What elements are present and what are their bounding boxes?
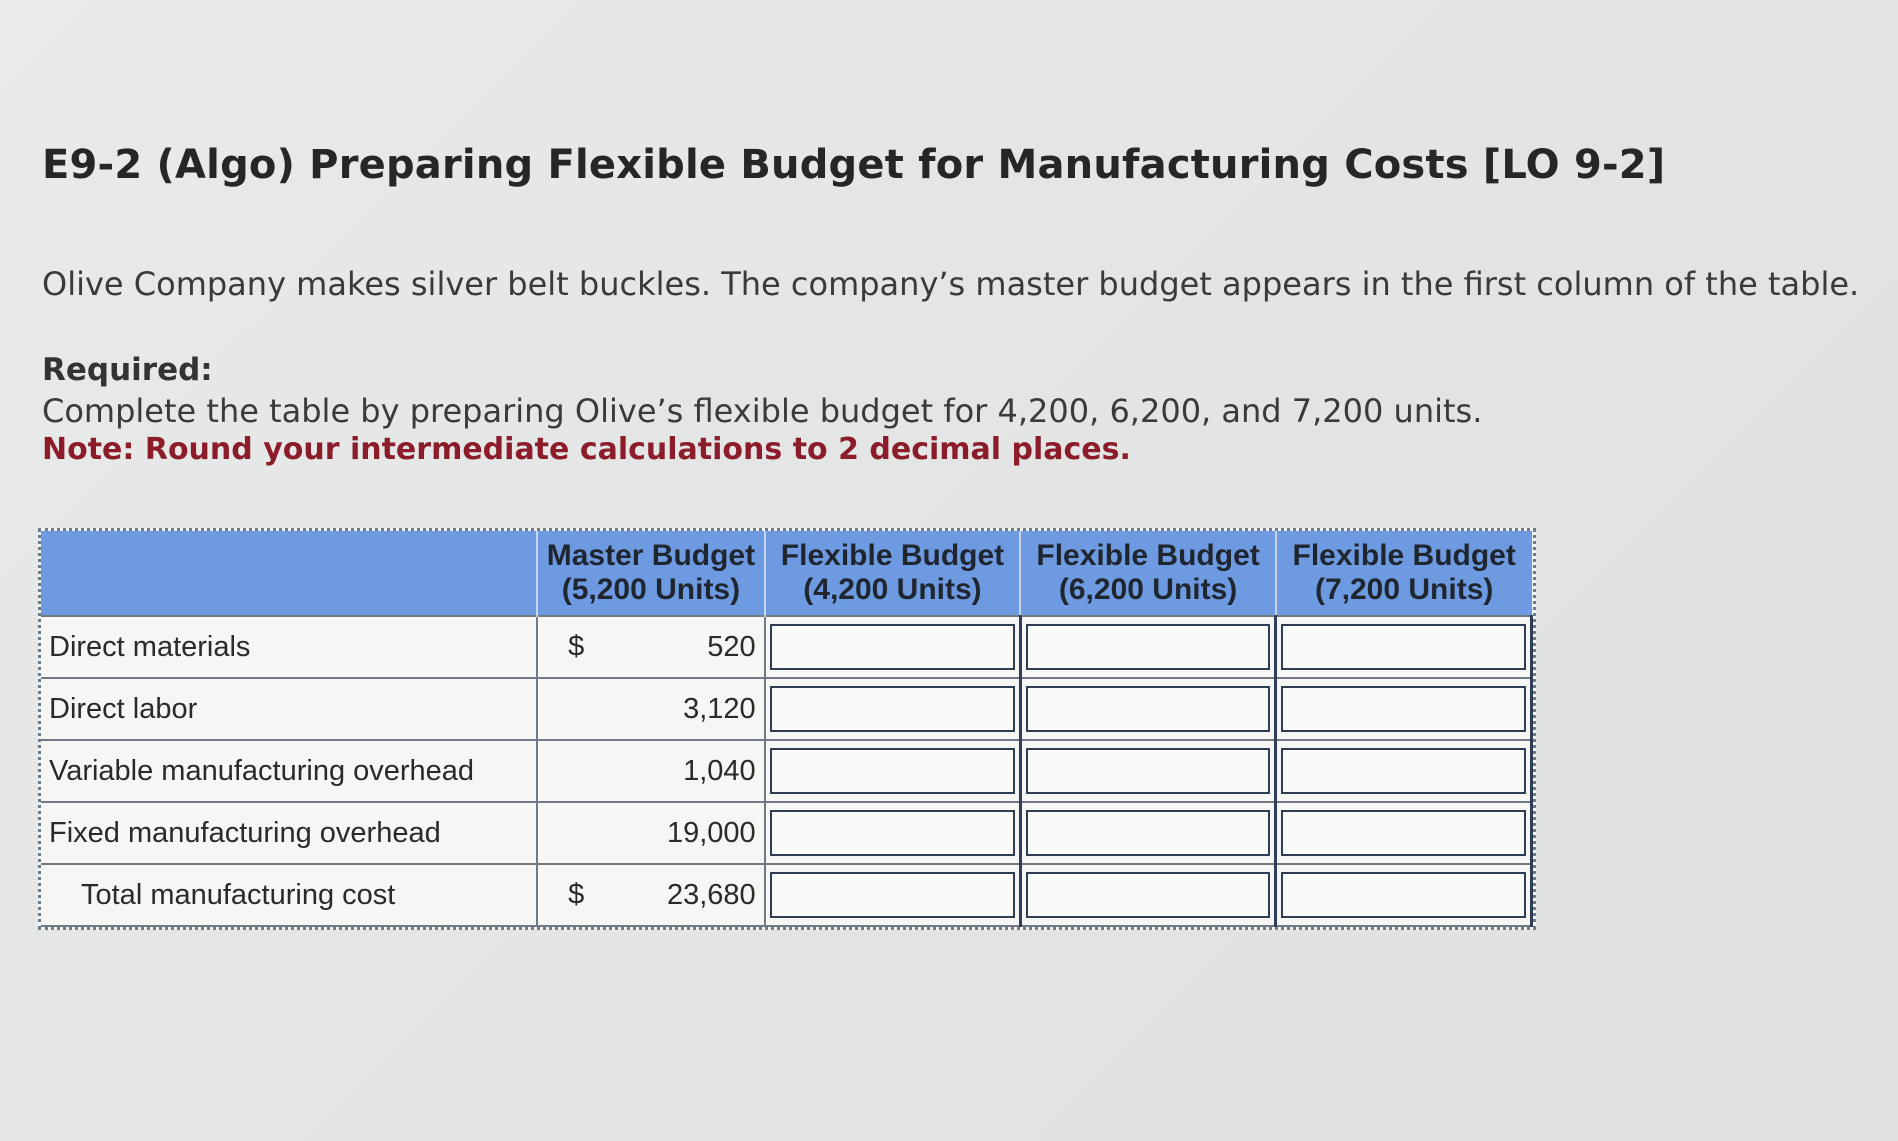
- input-cell: [764, 615, 1022, 678]
- header-line2: (4,200 Units): [803, 573, 982, 606]
- input-cell: [764, 863, 1022, 927]
- input-cell: [764, 801, 1022, 864]
- flex-7200-fixed-overhead-input[interactable]: [1281, 810, 1526, 856]
- header-line2: (7,200 Units): [1314, 573, 1494, 606]
- flex-6200-variable-overhead-input[interactable]: [1025, 748, 1271, 794]
- header-line1: Flexible Budget: [780, 539, 1005, 572]
- flex-4200-fixed-overhead-input[interactable]: [769, 810, 1015, 856]
- table-header-row: Master Budget (5,200 Units) Flexible Bud…: [41, 531, 1532, 616]
- flex-7200-direct-labor-input[interactable]: [1281, 686, 1526, 732]
- master-value: 1,040: [683, 754, 756, 787]
- header-line2: (5,200 Units): [561, 573, 741, 606]
- flex-4200-direct-labor-input[interactable]: [769, 686, 1015, 732]
- header-line1: Master Budget: [546, 539, 756, 572]
- flex-7200-direct-materials-input[interactable]: [1281, 624, 1526, 670]
- flex-4200-direct-materials-input[interactable]: [769, 624, 1015, 670]
- master-value-cell: 19,000: [537, 801, 766, 864]
- row-label: Total manufacturing cost: [41, 863, 539, 927]
- master-value: 3,120: [683, 692, 756, 725]
- header-flexible-7200: Flexible Budget (7,200 Units): [1275, 531, 1532, 616]
- master-value-cell: 1,040: [537, 739, 766, 802]
- flex-7200-variable-overhead-input[interactable]: [1281, 748, 1526, 794]
- flex-6200-fixed-overhead-input[interactable]: [1025, 810, 1271, 856]
- header-line1: Flexible Budget: [1036, 539, 1260, 572]
- row-label: Direct materials: [41, 615, 539, 678]
- table-row: Variable manufacturing overhead 1,040: [41, 739, 1533, 802]
- table-row: Direct materials $ 520: [41, 615, 1533, 678]
- master-value-cell: $ 520: [537, 615, 766, 678]
- table-row: Fixed manufacturing overhead 19,000: [41, 801, 1533, 864]
- flex-7200-total-cost-input[interactable]: [1281, 872, 1526, 918]
- flex-4200-total-cost-input[interactable]: [769, 872, 1015, 918]
- input-cell: [1275, 739, 1533, 802]
- row-label: Fixed manufacturing overhead: [41, 801, 539, 864]
- flex-4200-variable-overhead-input[interactable]: [769, 748, 1015, 794]
- master-value: 23,680: [666, 878, 756, 911]
- table-row: Total manufacturing cost $ 23,680: [41, 863, 1533, 927]
- master-value-cell: $ 23,680: [537, 863, 766, 927]
- table-row: Direct labor 3,120: [41, 677, 1533, 740]
- required-text: Complete the table by preparing Olive’s …: [42, 392, 1483, 430]
- master-value: 19,000: [666, 816, 756, 849]
- input-cell: [1275, 801, 1533, 864]
- input-cell: [1020, 801, 1278, 864]
- master-value-cell: 3,120: [537, 677, 766, 740]
- required-label: Required:: [42, 352, 213, 388]
- input-cell: [1275, 677, 1533, 740]
- header-blank: [41, 531, 539, 616]
- flex-6200-total-cost-input[interactable]: [1025, 872, 1271, 918]
- header-line1: Flexible Budget: [1292, 539, 1516, 572]
- row-label: Direct labor: [41, 677, 539, 740]
- intro-text: Olive Company makes silver belt buckles.…: [42, 265, 1860, 303]
- header-master-budget: Master Budget (5,200 Units): [537, 531, 766, 616]
- input-cell: [1020, 677, 1278, 740]
- currency-symbol: $: [568, 630, 585, 663]
- input-cell: [1275, 863, 1533, 927]
- currency-symbol: $: [568, 878, 585, 911]
- note-text: Note: Round your intermediate calculatio…: [42, 432, 1131, 467]
- flex-6200-direct-labor-input[interactable]: [1025, 686, 1271, 732]
- page-title: E9-2 (Algo) Preparing Flexible Budget fo…: [42, 142, 1666, 188]
- input-cell: [1020, 739, 1278, 802]
- header-flexible-4200: Flexible Budget (4,200 Units): [764, 531, 1022, 616]
- input-cell: [1020, 863, 1278, 927]
- header-line2: (6,200 Units): [1058, 573, 1238, 606]
- input-cell: [764, 677, 1022, 740]
- input-cell: [764, 739, 1022, 802]
- input-cell: [1275, 615, 1533, 678]
- flexible-budget-table: Master Budget (5,200 Units) Flexible Bud…: [38, 528, 1536, 930]
- header-flexible-6200: Flexible Budget (6,200 Units): [1020, 531, 1277, 616]
- master-value: 520: [707, 630, 756, 663]
- flex-6200-direct-materials-input[interactable]: [1025, 624, 1271, 670]
- input-cell: [1020, 615, 1278, 678]
- row-label: Variable manufacturing overhead: [41, 739, 539, 802]
